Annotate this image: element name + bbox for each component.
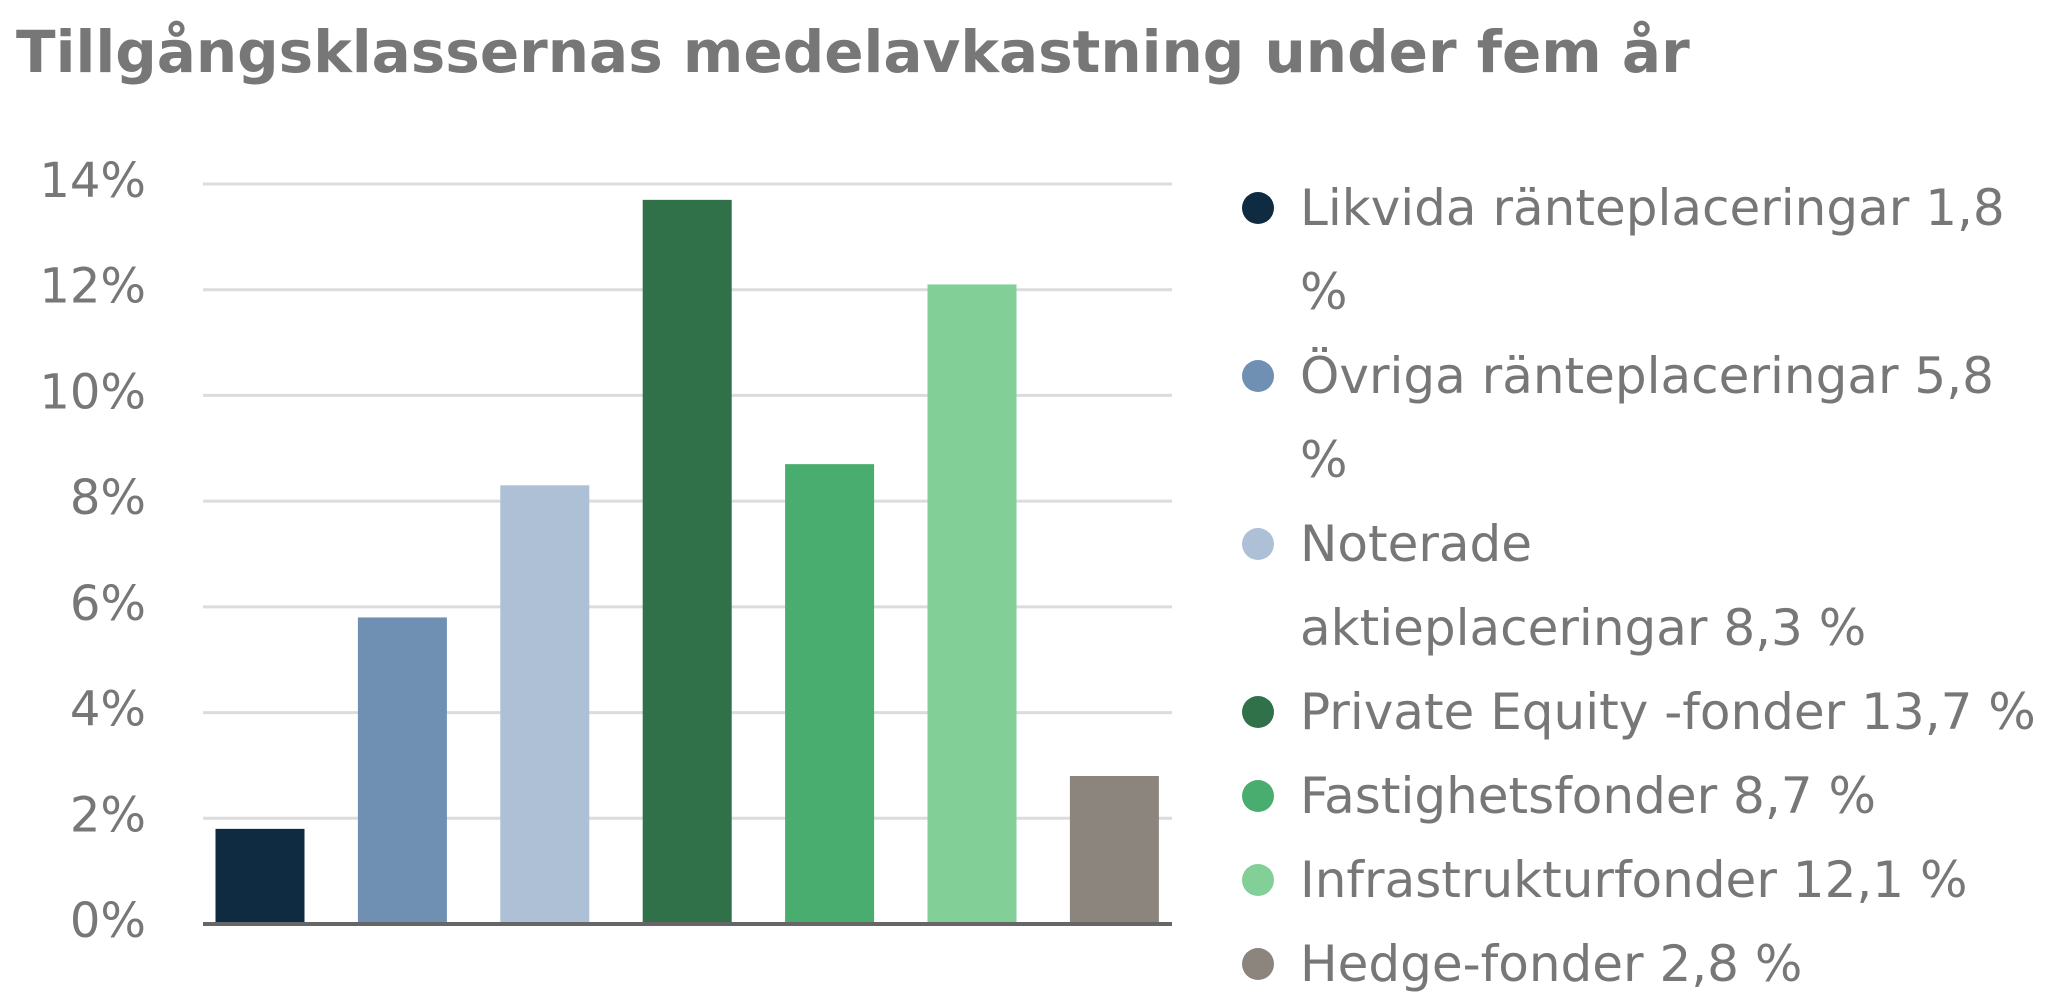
bar — [215, 828, 305, 924]
legend-label: Fastighetsfonder 8,7 % — [1300, 767, 1876, 825]
legend-entry: Fastighetsfonder 8,7 % — [1242, 754, 2052, 838]
legend-label: Likvida ränteplaceringar 1,8 % — [1300, 179, 2005, 321]
legend-entry: Noterade aktieplaceringar 8,3 % — [1242, 502, 2052, 670]
legend-label: Hedge-fonder 2,8 % — [1300, 935, 1803, 993]
chart-title: Tillgångsklassernas medelavkastning unde… — [16, 18, 1690, 86]
y-tick-label: 4% — [70, 682, 146, 738]
bar — [500, 485, 590, 924]
y-tick-label: 8% — [70, 470, 146, 526]
legend-swatch — [1242, 192, 1274, 224]
legend-entry: Infrastrukturfonder 12,1 % — [1242, 838, 2052, 922]
y-tick-label: 6% — [70, 576, 146, 632]
legend-label: Noterade aktieplaceringar 8,3 % — [1300, 515, 1867, 657]
legend-swatch — [1242, 528, 1274, 560]
legend-label: Övriga ränteplaceringar 5,8 % — [1300, 347, 1994, 489]
page: Tillgångsklassernas medelavkastning unde… — [16, 18, 2036, 993]
bar — [927, 284, 1017, 924]
bar — [785, 464, 875, 924]
bar — [1069, 776, 1159, 924]
chart: 0% 2% 4% 6% 8% 10% 12% 14% — [39, 153, 1172, 949]
legend-swatch — [1242, 948, 1274, 980]
y-tick-label: 10% — [39, 364, 146, 420]
legend-label: Private Equity -fonder 13,7 % — [1300, 683, 2036, 741]
y-tick-label: 14% — [39, 153, 146, 209]
legend-entry: Private Equity -fonder 13,7 % — [1242, 670, 2052, 754]
bar — [357, 617, 447, 924]
legend-swatch — [1242, 360, 1274, 392]
legend-entry: Hedge-fonder 2,8 % — [1242, 922, 2052, 1006]
legend: Likvida ränteplaceringar 1,8 % Övriga rän… — [1242, 166, 2052, 1006]
y-tick-label: 0% — [70, 893, 146, 949]
y-tick-label: 2% — [70, 787, 146, 843]
legend-label: Infrastrukturfonder 12,1 % — [1300, 851, 1968, 909]
legend-swatch — [1242, 780, 1274, 812]
legend-entry: Övriga ränteplaceringar 5,8 % — [1242, 334, 2052, 502]
legend-swatch — [1242, 696, 1274, 728]
legend-entry: Likvida ränteplaceringar 1,8 % — [1242, 166, 2052, 334]
legend-swatch — [1242, 864, 1274, 896]
y-tick-label: 12% — [39, 259, 146, 315]
bar — [642, 199, 732, 924]
